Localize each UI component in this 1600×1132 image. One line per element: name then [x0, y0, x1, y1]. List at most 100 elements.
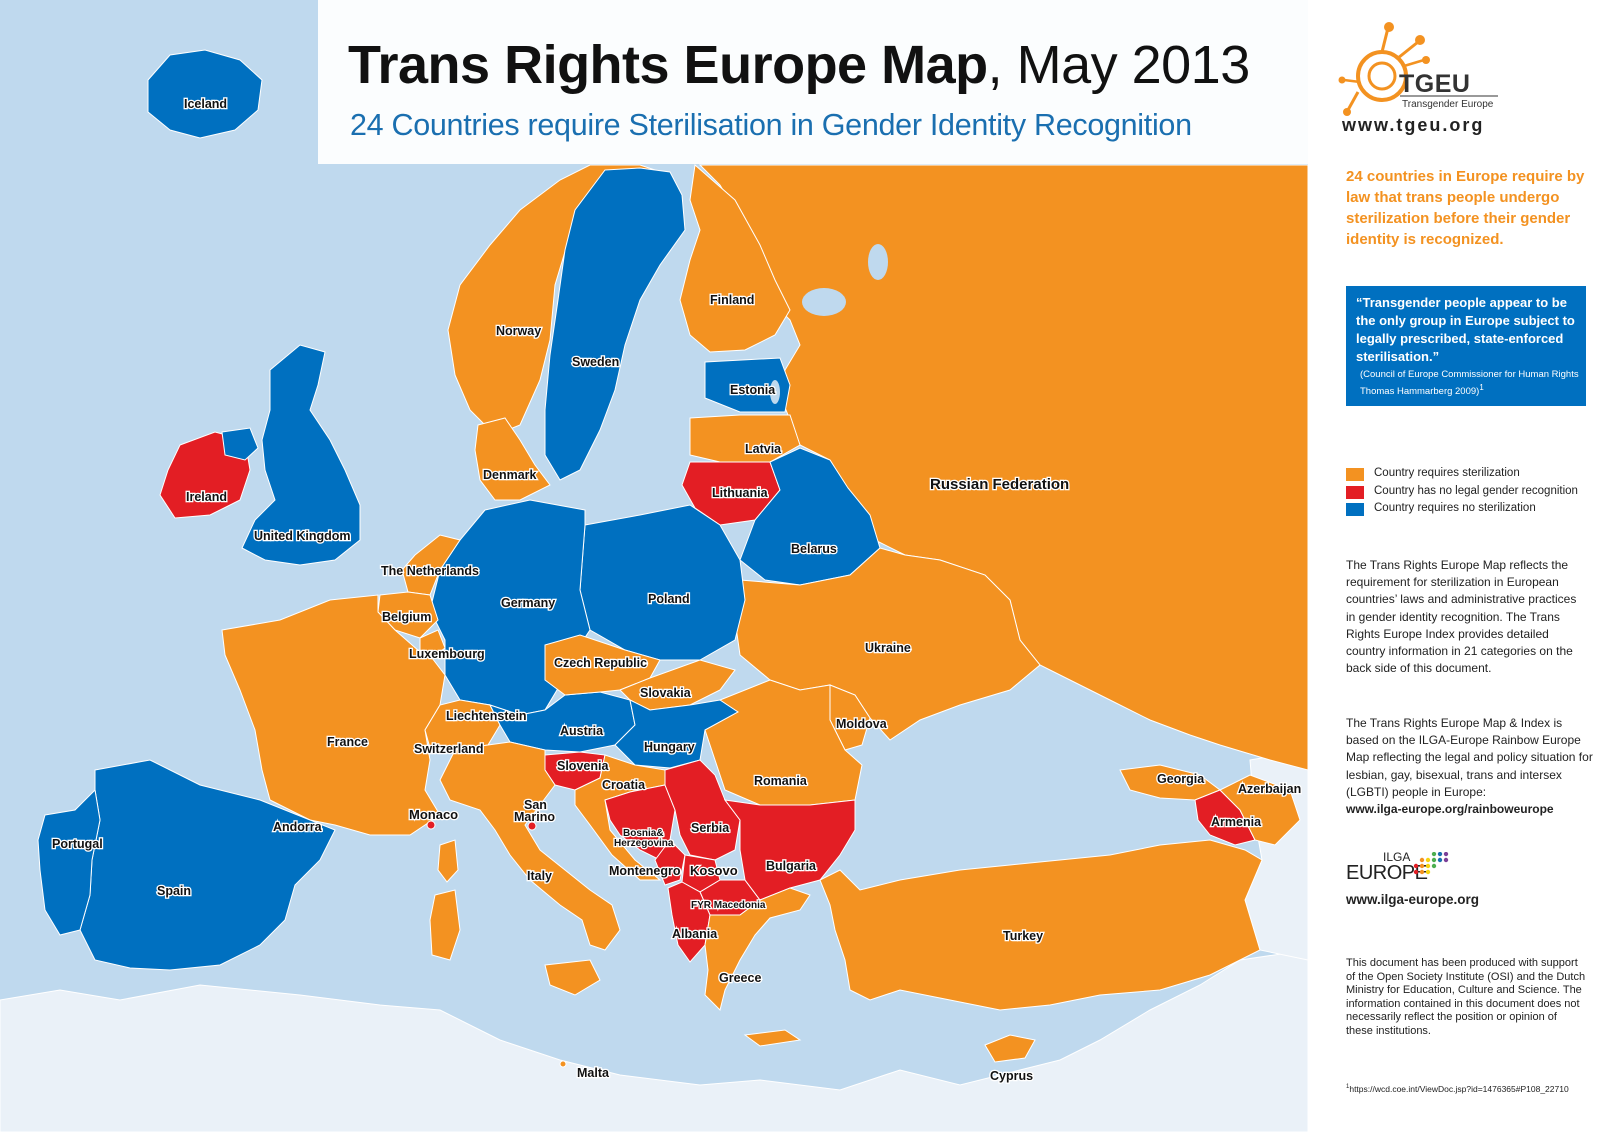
rainbow-europe-link[interactable]: www.ilga-europe.org/rainboweurope	[1346, 802, 1554, 817]
label-czech-republic: Czech Republic	[554, 656, 647, 670]
label-bosnia-2: Herzegovina	[614, 838, 674, 849]
label-norway: Norway	[496, 324, 541, 338]
legend-label-no-recognition: Country has no legal gender recognition	[1374, 484, 1578, 497]
country-greece-crete	[743, 1029, 802, 1047]
footnote-url[interactable]: https://wcd.coe.int/ViewDoc.jsp?id=14763…	[1349, 1084, 1569, 1094]
lake-ladoga	[802, 288, 846, 316]
description-paragraph-2: The Trans Rights Europe Map & Index is b…	[1346, 715, 1594, 818]
label-ukraine: Ukraine	[865, 641, 911, 655]
label-kosovo: Kosovo	[690, 863, 738, 878]
legend-item-sterilization: Country requires sterilization	[1346, 466, 1596, 484]
description-paragraph-2-text: The Trans Rights Europe Map & Index is b…	[1346, 716, 1593, 799]
label-austria: Austria	[560, 724, 604, 738]
label-slovenia: Slovenia	[557, 759, 609, 773]
label-denmark: Denmark	[483, 468, 537, 482]
country-san-marino	[527, 821, 537, 831]
label-ireland: Ireland	[186, 490, 227, 504]
label-italy: Italy	[527, 869, 552, 883]
quote-source: (Council of Europe Commissioner for Huma…	[1360, 368, 1584, 398]
footnote-mark: 1	[1346, 1084, 1350, 1091]
country-uk	[241, 344, 361, 566]
label-iceland: Iceland	[184, 97, 227, 111]
label-france: France	[327, 735, 368, 749]
country-monaco	[426, 820, 436, 830]
country-serbia	[664, 759, 741, 861]
legend-item-no-sterilization: Country requires no sterilization	[1346, 501, 1596, 519]
country-italy	[439, 741, 621, 951]
label-monaco: Monaco	[409, 807, 458, 822]
label-germany: Germany	[501, 596, 555, 610]
country-iceland	[147, 49, 263, 139]
label-bosnia-1: Bosnia&	[623, 828, 664, 839]
country-france	[221, 594, 446, 836]
label-croatia: Croatia	[602, 778, 646, 792]
label-cyprus: Cyprus	[990, 1069, 1033, 1083]
label-malta: Malta	[577, 1066, 610, 1080]
label-montenegro: Montenegro	[609, 864, 681, 878]
quote-source-footnote-mark: 1	[1479, 383, 1484, 392]
tgeu-logo-mark-icon	[1338, 22, 1498, 116]
legend-swatch-no-sterilization	[1346, 503, 1364, 516]
label-uk: United Kingdom	[254, 529, 351, 543]
ilga-rainbow-dots-icon	[1413, 852, 1449, 875]
quote-text: “Transgender people appear to be the onl…	[1356, 295, 1575, 364]
label-romania: Romania	[754, 774, 808, 788]
tgeu-logo-subtitle: Transgender Europe	[1402, 99, 1494, 110]
footnote: 1https://wcd.coe.int/ViewDoc.jsp?id=1476…	[1346, 1084, 1596, 1094]
label-armenia: Armenia	[1211, 815, 1262, 829]
country-croatia	[574, 754, 666, 881]
ilga-url[interactable]: www.ilga-europe.org	[1346, 892, 1480, 907]
ilga-logo-top: ILGA	[1383, 850, 1411, 864]
legend-label-no-sterilization: Country requires no sterilization	[1374, 502, 1536, 514]
label-san-marino-1: San	[524, 798, 547, 812]
label-albania: Albania	[672, 927, 718, 941]
tgeu-url[interactable]: www.tgeu.org	[1342, 115, 1485, 135]
label-poland: Poland	[648, 592, 690, 606]
label-latvia: Latvia	[745, 442, 782, 456]
country-finland	[679, 164, 791, 353]
info-panel: TGEU Transgender Europe www.tgeu.org 24 …	[1308, 0, 1600, 1132]
country-italy-sicily	[544, 959, 601, 996]
legend-item-no-recognition: Country has no legal gender recognition	[1346, 484, 1596, 502]
label-liechtenstein: Liechtenstein	[446, 709, 527, 723]
ilga-europe-logo: ILGA EUROPE www.ilga-europe.org	[1346, 850, 1566, 910]
label-belgium: Belgium	[382, 610, 431, 624]
label-georgia: Georgia	[1157, 772, 1205, 786]
funder-disclaimer: This document has been produced with sup…	[1346, 957, 1586, 1037]
lead-statement: 24 countries in Europe require by law th…	[1346, 168, 1585, 248]
label-finland: Finland	[710, 293, 754, 307]
label-luxembourg: Luxembourg	[409, 647, 485, 661]
label-estonia: Estonia	[730, 383, 776, 397]
label-sweden: Sweden	[572, 355, 619, 369]
label-san-marino-2: Marino	[514, 810, 555, 824]
country-portugal	[37, 788, 101, 936]
tgeu-logo: TGEU Transgender Europe www.tgeu.org	[1338, 20, 1518, 140]
title-bold: Trans Rights Europe Map	[348, 35, 988, 95]
description-paragraph-1: The Trans Rights Europe Map reflects the…	[1346, 558, 1577, 676]
country-france-corsica	[437, 839, 459, 883]
country-liechtenstein	[479, 711, 489, 721]
country-italy-sardinia	[429, 889, 461, 961]
country-latvia	[689, 414, 801, 463]
map-canvas: Iceland Norway Sweden Finland Estonia La…	[0, 49, 1308, 1132]
label-hungary: Hungary	[644, 740, 695, 754]
country-turkey	[819, 839, 1263, 1011]
lake-onega	[868, 244, 888, 280]
europe-map: Iceland Norway Sweden Finland Estonia La…	[0, 0, 1308, 1132]
ilga-logo-name: EUROPE	[1346, 862, 1428, 884]
legend-label-sterilization: Country requires sterilization	[1374, 467, 1520, 479]
country-hungary	[614, 699, 739, 769]
legend-swatch-sterilization	[1346, 468, 1364, 481]
tgeu-logo-name: TGEU	[1399, 70, 1471, 98]
label-spain: Spain	[157, 884, 191, 898]
country-cyprus	[984, 1034, 1036, 1063]
label-azerbaijan: Azerbaijan	[1238, 782, 1301, 796]
title-date: , May 2013	[987, 35, 1251, 95]
country-sweden	[544, 167, 686, 481]
label-bulgaria: Bulgaria	[766, 859, 817, 873]
country-uk-northern-ireland	[221, 427, 259, 461]
page-title: Trans Rights Europe Map, May 2013	[348, 34, 1250, 96]
label-belarus: Belarus	[791, 542, 837, 556]
label-slovakia: Slovakia	[640, 686, 692, 700]
country-greece	[704, 887, 811, 1011]
